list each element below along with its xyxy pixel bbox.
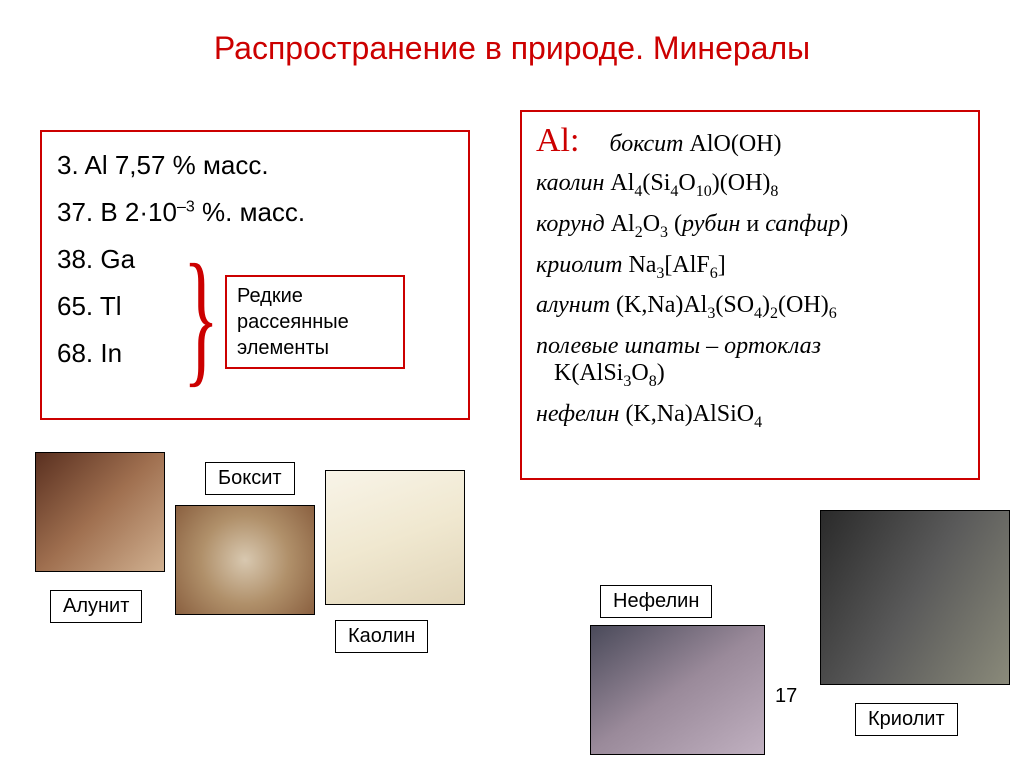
kaolin-name: каолин [536, 170, 604, 196]
alunit-name: алунит [536, 292, 610, 318]
mineral-kaolin: каолин Al4(Si4O10)(OH)8 [536, 170, 964, 201]
mineral-korund: корунд Al2O3 (рубин и сапфир) [536, 211, 964, 242]
mineral-cryolite: криолит Na3[AlF6] [536, 252, 964, 283]
cryolite-image [820, 510, 1010, 685]
al-symbol: Al: [536, 122, 579, 159]
boksit-name: боксит [609, 131, 683, 157]
b-exponent: –3 [177, 198, 195, 215]
nefelin-label: Нефелин [600, 585, 712, 618]
element-b: 37. B 2·10–3 %. масс. [57, 197, 453, 228]
boksit-image [175, 505, 315, 615]
cryolite-name: криолит [536, 252, 622, 278]
feldspar-name: полевые шпаты – ортоклаз [536, 333, 821, 359]
boksit-formula: AlO(OH) [684, 131, 782, 157]
alunit-label: Алунит [50, 590, 142, 623]
boksit-label: Боксит [205, 462, 295, 495]
brace-icon: } [183, 250, 219, 385]
mineral-boksit: Al: боксит AlO(OH) [536, 122, 964, 160]
b-value: 37. B 2·10 [57, 197, 177, 227]
minerals-box: Al: боксит AlO(OH) каолин Al4(Si4O10)(OH… [520, 110, 980, 480]
nefelin-name: нефелин [536, 401, 619, 427]
cryolite-label: Криолит [855, 703, 958, 736]
page-number: 17 [775, 685, 797, 708]
element-al: 3. Al 7,57 % масс. [57, 150, 453, 181]
kaolin-image [325, 470, 465, 605]
rare-elements-note: Редкие рассеянные элементы [225, 275, 405, 369]
korund-name: корунд [536, 211, 605, 237]
nefelin-image [590, 625, 765, 755]
slide-title: Распространение в природе. Минералы [0, 0, 1024, 67]
mineral-alunit: алунит (K,Na)Al3(SO4)2(OH)6 [536, 292, 964, 323]
alunit-image [35, 452, 165, 572]
element-ga: 38. Ga [57, 244, 453, 275]
mineral-nefelin: нефелин (K,Na)AlSiO4 [536, 401, 964, 432]
kaolin-label: Каолин [335, 620, 428, 653]
b-suffix: %. масс. [195, 197, 305, 227]
mineral-feldspar: полевые шпаты – ортоклаз K(AlSi3O8) [536, 333, 964, 391]
